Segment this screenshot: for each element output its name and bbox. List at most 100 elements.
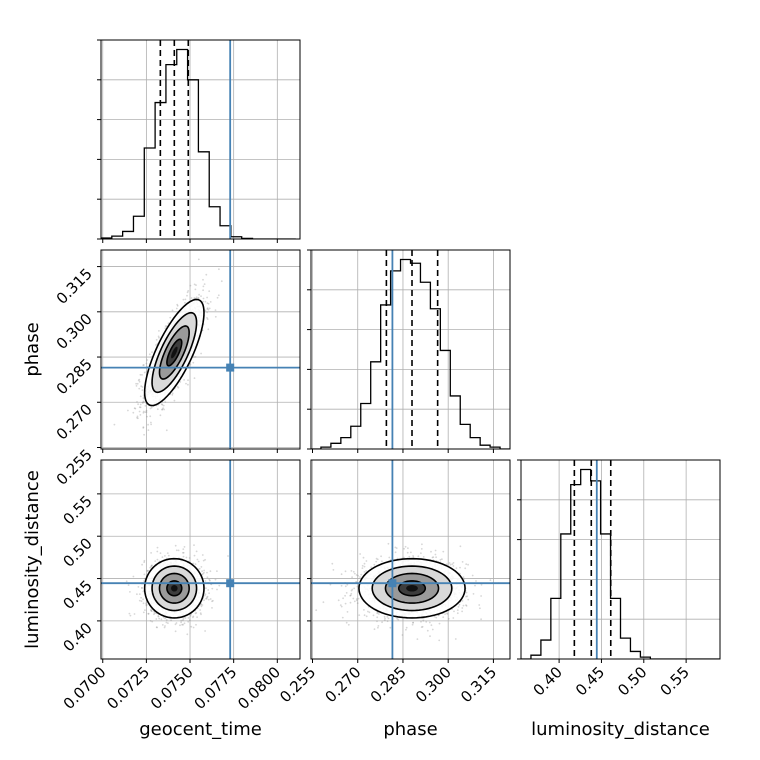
sample-point (420, 552, 422, 555)
sample-point (205, 597, 207, 600)
sample-point (138, 387, 141, 390)
sample-point (337, 599, 340, 602)
sample-point (431, 628, 434, 631)
sample-point (177, 549, 180, 552)
sample-point (138, 593, 141, 595)
sample-point (189, 615, 192, 617)
sample-point (360, 573, 363, 576)
sample-point (381, 621, 383, 624)
sample-point (150, 610, 153, 612)
sample-point (163, 626, 166, 629)
sample-point (167, 554, 170, 557)
sample-point (344, 585, 347, 588)
sample-point (357, 574, 359, 577)
sample-point (127, 409, 129, 412)
sample-point (352, 597, 355, 600)
y-tick-labels-luminosity_distance: 0.40 0.45 0.50 0.55 (59, 492, 95, 655)
histogram-phase (311, 258, 510, 449)
sample-point (158, 336, 160, 339)
sample-point (206, 596, 208, 599)
contour-line (371, 565, 453, 612)
sample-point (145, 601, 148, 604)
sample-point (182, 551, 185, 554)
sample-point (381, 560, 383, 563)
sample-point (179, 624, 181, 627)
sample-point (480, 595, 482, 597)
sample-point (207, 328, 210, 331)
sample-point (194, 288, 197, 291)
sample-point (135, 385, 138, 387)
sample-point (171, 394, 174, 396)
sample-point (356, 585, 359, 588)
sample-point (182, 551, 184, 554)
sample-point (387, 542, 390, 545)
sample-point (151, 351, 153, 353)
density-level (406, 585, 418, 592)
sample-point (143, 580, 145, 582)
sample-point (459, 545, 462, 548)
sample-point (187, 379, 189, 382)
sample-point (209, 598, 212, 600)
contour-line (158, 572, 190, 604)
sample-point (353, 600, 356, 603)
sample-point (446, 612, 448, 615)
sample-point (204, 593, 207, 596)
sample-point (388, 556, 391, 559)
sample-point (201, 570, 204, 573)
sample-point (421, 625, 424, 628)
sample-point (182, 619, 184, 622)
sample-point (204, 558, 207, 561)
sample-point (465, 604, 467, 606)
sample-point (182, 548, 185, 550)
sample-point (176, 303, 179, 306)
sample-point (165, 325, 168, 327)
pair-panel-phase-luminosity_distance (307, 459, 511, 663)
sample-point (456, 612, 459, 615)
sample-point (216, 588, 218, 591)
sample-point (396, 617, 398, 620)
sample-point (155, 344, 157, 346)
panel-frame (310, 459, 511, 660)
sample-point (461, 607, 464, 609)
sample-point (212, 599, 214, 602)
sample-point (359, 576, 361, 578)
sample-point (405, 626, 408, 629)
sample-point (377, 625, 380, 627)
sample-point (195, 623, 197, 626)
sample-point (150, 564, 153, 567)
contour-line (158, 325, 190, 380)
x-axis-label-luminosity_distance: luminosity_distance (531, 719, 710, 740)
sample-point (206, 576, 209, 579)
sample-point (140, 600, 143, 603)
sample-point (207, 598, 210, 601)
sample-point (204, 300, 207, 303)
sample-point (456, 609, 459, 611)
sample-point (164, 325, 167, 327)
sample-point (170, 619, 173, 622)
sample-point (422, 617, 425, 620)
sample-point (452, 617, 455, 619)
sample-point (192, 361, 195, 364)
sample-point (136, 416, 138, 419)
sample-point (160, 618, 163, 621)
sample-point (204, 630, 207, 632)
sample-point (186, 294, 188, 297)
sample-point (205, 587, 207, 589)
sample-point (344, 602, 347, 605)
sample-point (166, 552, 169, 554)
sample-point (434, 549, 437, 552)
x-tick-label: 0.0725 (103, 663, 153, 713)
sample-point (139, 403, 142, 406)
sample-point (332, 569, 335, 571)
sample-point (174, 544, 177, 547)
sample-point (138, 378, 141, 381)
sample-point (344, 594, 346, 597)
sample-point (158, 617, 161, 620)
sample-point (211, 600, 213, 603)
y-tick-label: 0.300 (53, 310, 96, 353)
sample-point (141, 386, 144, 388)
sample-point (352, 570, 355, 573)
sample-point (165, 621, 168, 624)
sample-point (139, 395, 142, 398)
